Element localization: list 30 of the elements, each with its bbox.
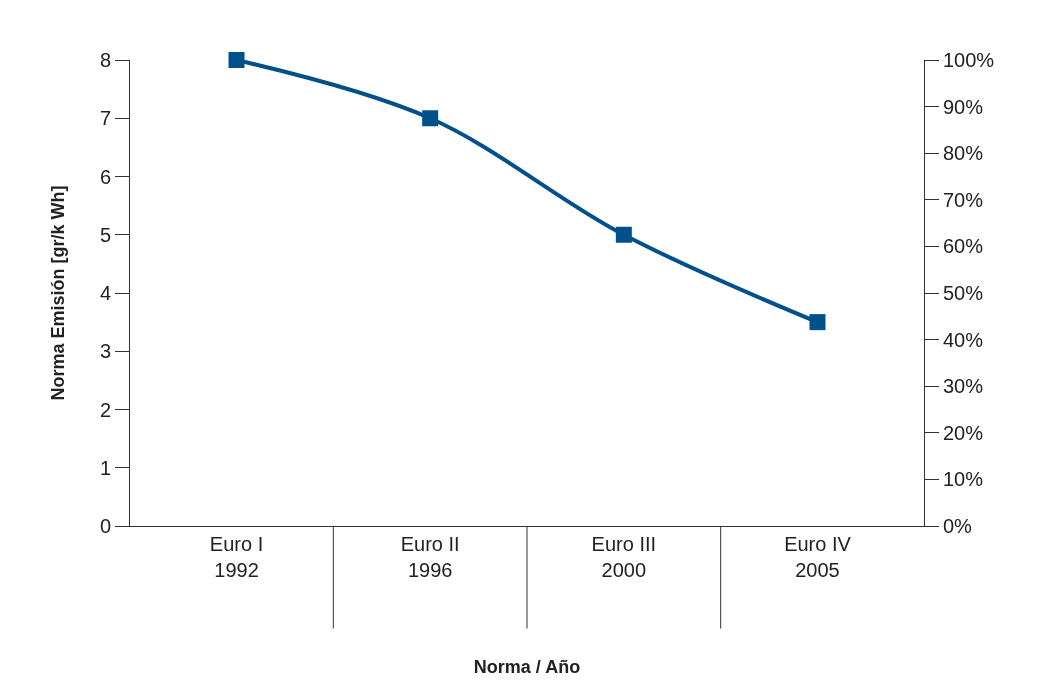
y-tick-label: 5 [99,223,111,246]
x-axis-title: Norma / Año [473,657,581,678]
point [422,110,439,127]
y-tick-label: 7 [99,107,111,130]
point [809,314,826,331]
point [228,52,245,68]
y2-tick-label: 50% [943,282,984,304]
x-tick-label: Euro I 1992 [209,533,264,581]
x-tick-label: Euro III 2000 [591,533,657,581]
y-tick-label: 2 [99,398,111,421]
y-tick-label: 0 [99,515,111,537]
x-tick-label: Euro II 1996 [400,533,460,581]
y2-tick-label: 90% [943,95,984,118]
y2-tick-label: 40% [943,328,984,351]
y2-tick-label: 60% [943,235,984,258]
y2-tick-label: 10% [943,468,984,491]
point [615,226,632,243]
y-tick-label: 1 [99,456,111,479]
y2-tick-label: 30% [943,375,984,398]
y2-tick-label: 100% [943,49,995,71]
y2-tick-label: 70% [943,188,984,211]
y2-tick-label: 20% [943,421,984,444]
y2-tick-label: 0% [943,515,973,537]
y-tick-label: 6 [99,165,111,188]
y-axis-title: Norma Emisión [gr/k Wh] [48,185,69,401]
y-tick-label: 8 [99,49,111,71]
y-tick-label: 3 [99,340,111,363]
y-tick-label: 4 [99,282,111,304]
x-tick-label: Euro IV 2005 [784,533,852,581]
y2-tick-label: 80% [943,142,984,165]
